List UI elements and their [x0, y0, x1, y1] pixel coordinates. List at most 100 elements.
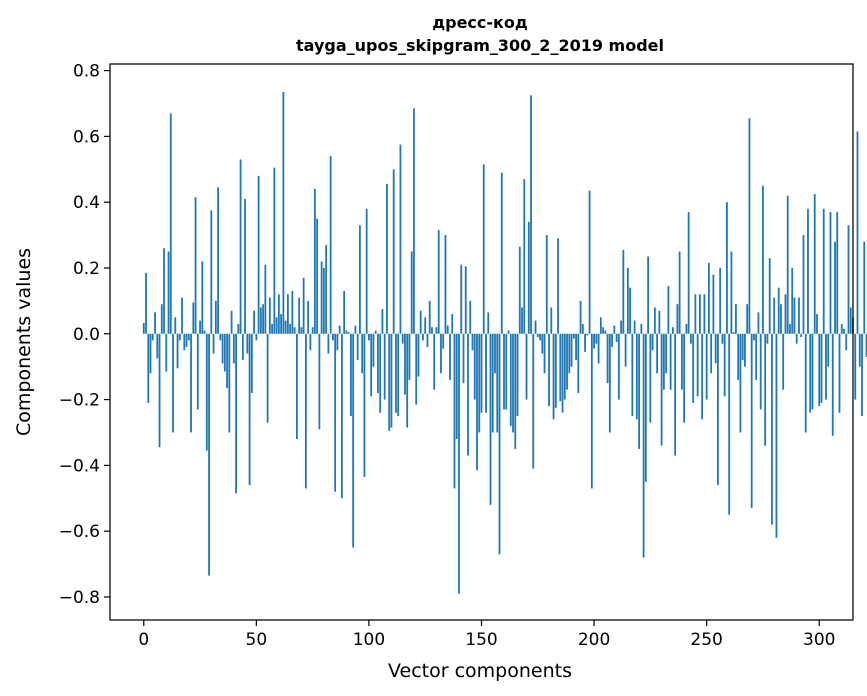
bar-268: [746, 304, 749, 334]
y-tick-label: 0.8: [73, 62, 100, 82]
bar-303: [825, 333, 827, 400]
bar-155: [491, 333, 494, 433]
bar-199: [590, 333, 593, 489]
bar-134: [444, 235, 447, 334]
bar-212: [620, 320, 622, 334]
bar-195: [581, 323, 584, 334]
bar-1: [145, 272, 147, 334]
y-axis-ticks: −0.8 −0.6 −0.4 −0.2 0.0 0.2 0.4 0.6 0.8: [59, 62, 110, 608]
bar-140: [458, 333, 460, 594]
bar-220: [638, 333, 641, 449]
bar-61: [280, 314, 283, 334]
bar-7: [158, 333, 161, 448]
bar-274: [759, 333, 762, 410]
bar-179: [545, 235, 548, 334]
bar-272: [755, 333, 758, 380]
bar-245: [694, 294, 697, 334]
bar-221: [640, 323, 643, 334]
bar-83: [329, 156, 332, 334]
bar-67: [293, 327, 296, 334]
bar-47: [248, 333, 251, 486]
bar-8: [160, 304, 163, 334]
bar-283: [780, 304, 782, 334]
bar-40: [232, 333, 235, 364]
bar-280: [773, 297, 776, 334]
bar-253: [712, 274, 715, 334]
bar-194: [579, 300, 582, 334]
bar-174: [534, 320, 537, 334]
bar-119: [410, 251, 413, 334]
y-tick-label: −0.2: [59, 391, 100, 411]
bar-50: [255, 333, 258, 341]
y-tick-label: −0.6: [59, 522, 100, 542]
bar-89: [343, 291, 346, 334]
bar-185: [559, 333, 562, 402]
bar-157: [496, 333, 499, 433]
bar-170: [525, 333, 528, 400]
bar-110: [390, 333, 393, 428]
bar-125: [424, 317, 427, 334]
bar-236: [674, 333, 677, 456]
bar-265: [739, 333, 742, 433]
bar-107: [383, 333, 386, 400]
bar-208: [611, 333, 613, 347]
bar-42: [237, 323, 240, 334]
bar-128: [431, 327, 433, 334]
bar-37: [226, 333, 228, 389]
bar-297: [811, 333, 814, 410]
bar-260: [728, 333, 731, 515]
bar-90: [345, 330, 348, 334]
bar-232: [665, 333, 668, 374]
bar-95: [356, 333, 359, 361]
bar-176: [539, 333, 541, 341]
bar-282: [777, 287, 780, 334]
bar-77: [316, 218, 319, 334]
bar-86: [336, 333, 339, 351]
bar-135: [446, 325, 449, 334]
bar-121: [415, 333, 418, 405]
bar-252: [710, 333, 713, 374]
bar-114: [399, 144, 402, 334]
bar-127: [428, 300, 431, 334]
bar-175: [536, 333, 539, 338]
bar-259: [726, 202, 728, 334]
bar-45: [244, 198, 246, 334]
bar-43: [239, 159, 242, 334]
bar-219: [635, 333, 638, 420]
bar-129: [433, 333, 436, 390]
bar-54: [264, 264, 267, 334]
bar-117: [406, 333, 409, 428]
bar-148: [476, 333, 478, 471]
bar-118: [408, 333, 411, 380]
bar-145: [469, 300, 472, 334]
bar-169: [523, 179, 526, 334]
bar-131: [437, 230, 440, 334]
bar-218: [633, 320, 636, 334]
bar-105: [379, 333, 382, 413]
bar-249: [703, 294, 706, 334]
bar-143: [464, 266, 467, 334]
bar-147: [473, 333, 476, 400]
bar-198: [588, 190, 591, 334]
bar-261: [730, 251, 733, 334]
bar-216: [629, 287, 631, 334]
bar-230: [660, 333, 663, 446]
bar-138: [453, 333, 456, 489]
x-tick-label: 100: [353, 630, 385, 650]
bar-133: [442, 333, 445, 349]
bar-207: [608, 333, 611, 433]
bar-318: [858, 333, 861, 367]
bar-9: [163, 248, 165, 334]
bar-242: [687, 212, 690, 334]
bar-156: [494, 333, 496, 374]
bar-288: [791, 267, 794, 334]
bar-149: [478, 333, 481, 433]
bar-225: [649, 333, 652, 423]
bar-46: [246, 333, 249, 354]
bar-153: [487, 312, 490, 334]
bar-190: [570, 333, 573, 367]
bar-15: [176, 333, 179, 369]
bar-281: [775, 333, 778, 538]
bar-91: [347, 332, 350, 334]
bar-285: [784, 294, 787, 334]
